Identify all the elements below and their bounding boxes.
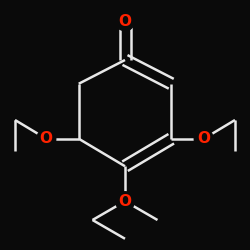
Circle shape <box>116 192 134 211</box>
Circle shape <box>116 12 134 31</box>
Circle shape <box>37 129 56 148</box>
Text: O: O <box>40 131 53 146</box>
Text: O: O <box>197 131 210 146</box>
Circle shape <box>194 129 213 148</box>
Text: O: O <box>118 194 132 209</box>
Text: O: O <box>118 14 132 29</box>
